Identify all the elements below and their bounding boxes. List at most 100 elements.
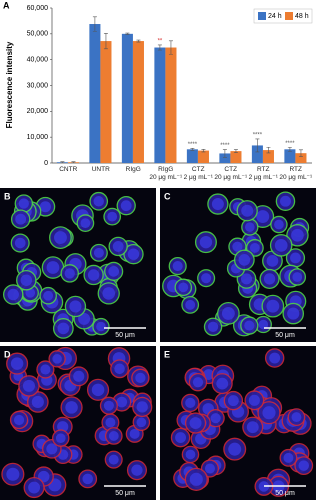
- nucleus: [136, 401, 148, 413]
- nucleus: [13, 414, 25, 426]
- nucleus: [82, 473, 93, 485]
- nucleus: [65, 401, 78, 414]
- nucleus: [185, 449, 196, 460]
- nucleus: [189, 472, 203, 486]
- nucleus: [28, 481, 41, 494]
- nucleus: [291, 412, 302, 423]
- nucleus: [178, 282, 189, 293]
- nucleus: [46, 261, 60, 274]
- nucleus: [46, 443, 58, 455]
- nucleus: [7, 288, 19, 301]
- y-tick-label: 0: [44, 160, 48, 167]
- error-bar: [190, 147, 195, 151]
- nucleus: [204, 463, 215, 474]
- nucleus: [6, 467, 20, 481]
- annotation: ****: [220, 143, 230, 149]
- micrograph: D 50 μm: [0, 346, 156, 500]
- nucleus: [114, 363, 125, 375]
- nucleus: [274, 238, 288, 252]
- nucleus: [290, 252, 301, 264]
- error-bar: [92, 16, 97, 32]
- nucleus: [25, 288, 36, 298]
- nucleus: [227, 395, 239, 407]
- scale-label: 50 μm: [275, 332, 295, 339]
- error-bar: [157, 44, 162, 51]
- nucleus: [22, 379, 35, 392]
- nucleus: [207, 321, 219, 332]
- legend-box: [253, 8, 313, 24]
- y-tick-label: 30,000: [27, 82, 49, 89]
- nucleus: [263, 273, 276, 285]
- legend-label: 24 h: [268, 13, 282, 20]
- scale-label: 50 μm: [115, 490, 135, 497]
- nucleus: [258, 481, 270, 492]
- nucleus: [185, 397, 196, 409]
- nucleus: [112, 240, 124, 252]
- annotation: ****: [253, 133, 263, 139]
- x-tick-label: RTZ 2 μg mL⁻¹: [248, 166, 278, 181]
- nucleus: [93, 196, 104, 207]
- nucleus: [108, 454, 119, 465]
- y-tick-label: 10,000: [27, 134, 49, 141]
- nucleus: [105, 417, 116, 428]
- bar: [197, 150, 209, 163]
- nucleus: [93, 247, 104, 258]
- bar: [121, 33, 133, 164]
- nucleus: [10, 357, 24, 370]
- nucleus: [232, 241, 243, 252]
- y-axis-label: Fluorescence intensity: [5, 41, 14, 128]
- x-tick-label: CNTR: [59, 166, 78, 173]
- nucleus: [103, 400, 114, 411]
- nucleus: [228, 442, 242, 456]
- nucleus: [240, 273, 253, 285]
- nucleus: [291, 228, 304, 242]
- bar: [100, 41, 112, 163]
- y-tick-label: 40,000: [27, 57, 49, 64]
- x-tick-label: CTZ 20 μg mL⁻¹: [214, 166, 248, 181]
- bar: [251, 145, 263, 163]
- nucleus: [245, 222, 255, 232]
- nucleus: [57, 322, 70, 335]
- x-tick-label: CTZ 2 μg mL⁻¹: [183, 166, 213, 181]
- bar: [132, 41, 144, 163]
- nucleus: [280, 195, 291, 207]
- nucleus: [238, 254, 251, 266]
- nucleus: [192, 377, 204, 388]
- nucleus: [116, 396, 128, 408]
- nucleus: [91, 383, 105, 397]
- bar: [186, 149, 198, 163]
- nucleus: [53, 231, 67, 245]
- annotation: **: [158, 39, 163, 45]
- nucleus: [266, 299, 280, 313]
- y-tick-label: 60,000: [27, 5, 49, 12]
- annotation: ****: [188, 142, 198, 148]
- bar: [89, 24, 101, 164]
- nucleus: [189, 417, 202, 430]
- error-bar: [298, 149, 303, 157]
- error-bar: [168, 40, 173, 55]
- error-bar: [233, 149, 238, 153]
- nucleus: [298, 460, 310, 471]
- nucleus: [249, 242, 260, 253]
- x-tick-label: UNTR: [91, 166, 110, 173]
- nucleus: [244, 320, 255, 331]
- panel-letter: C: [164, 191, 171, 201]
- nucleus: [216, 377, 229, 390]
- nucleus: [52, 354, 62, 364]
- error-bar: [222, 149, 227, 158]
- nucleus: [172, 261, 183, 272]
- y-tick-label: 20,000: [27, 108, 49, 115]
- error-bar: [266, 146, 271, 154]
- nucleus: [127, 248, 140, 260]
- nucleus: [283, 452, 294, 463]
- micrograph: B 50 μm: [0, 188, 156, 342]
- nucleus: [241, 204, 254, 217]
- error-bar: [71, 161, 76, 164]
- nucleus: [64, 268, 75, 279]
- bar: [219, 153, 231, 163]
- bar: [154, 47, 166, 163]
- scale-label: 50 μm: [275, 490, 295, 497]
- nucleus: [39, 201, 51, 213]
